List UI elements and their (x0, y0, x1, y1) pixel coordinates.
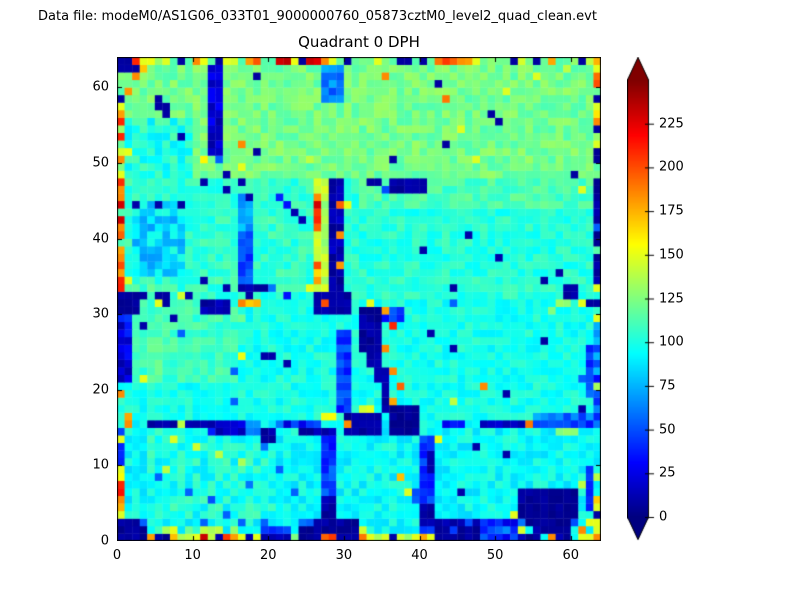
colorbar-tick-label: 150 (659, 247, 684, 263)
colorbar-tick-label: 200 (659, 159, 684, 175)
colorbar-canvas (627, 57, 657, 541)
colorbar-tick-label: 175 (659, 203, 684, 219)
colorbar-tick-label: 0 (659, 509, 668, 525)
x-tick-label: 10 (184, 548, 201, 563)
x-tick-label: 0 (112, 548, 122, 563)
x-tick-label: 30 (335, 548, 353, 563)
colorbar-tick-label: 75 (659, 378, 676, 394)
x-tick-label: 40 (411, 548, 428, 563)
chart-title: Quadrant 0 DPH (298, 33, 420, 51)
y-tick-label: 20 (92, 382, 109, 398)
x-tick-label: 60 (562, 548, 580, 563)
colorbar-tick-label: 50 (659, 422, 676, 438)
x-tick-label: 50 (486, 548, 504, 563)
x-tick-label: 20 (259, 548, 277, 563)
colorbar-tick-label: 125 (659, 291, 684, 306)
colorbar-tick-label: 225 (659, 116, 684, 132)
colorbar-tick-label: 100 (659, 334, 684, 350)
heatmap-canvas (117, 57, 601, 541)
y-tick-label: 10 (92, 457, 109, 473)
y-tick-label: 30 (92, 306, 109, 322)
datafile-label: Data file: modeM0/AS1G06_033T01_90000007… (38, 9, 597, 24)
y-tick-label: 0 (100, 533, 109, 549)
y-tick-label: 60 (92, 79, 109, 95)
y-tick-label: 50 (92, 155, 109, 171)
y-tick-label: 40 (92, 231, 109, 246)
colorbar-tick-label: 25 (659, 465, 676, 481)
